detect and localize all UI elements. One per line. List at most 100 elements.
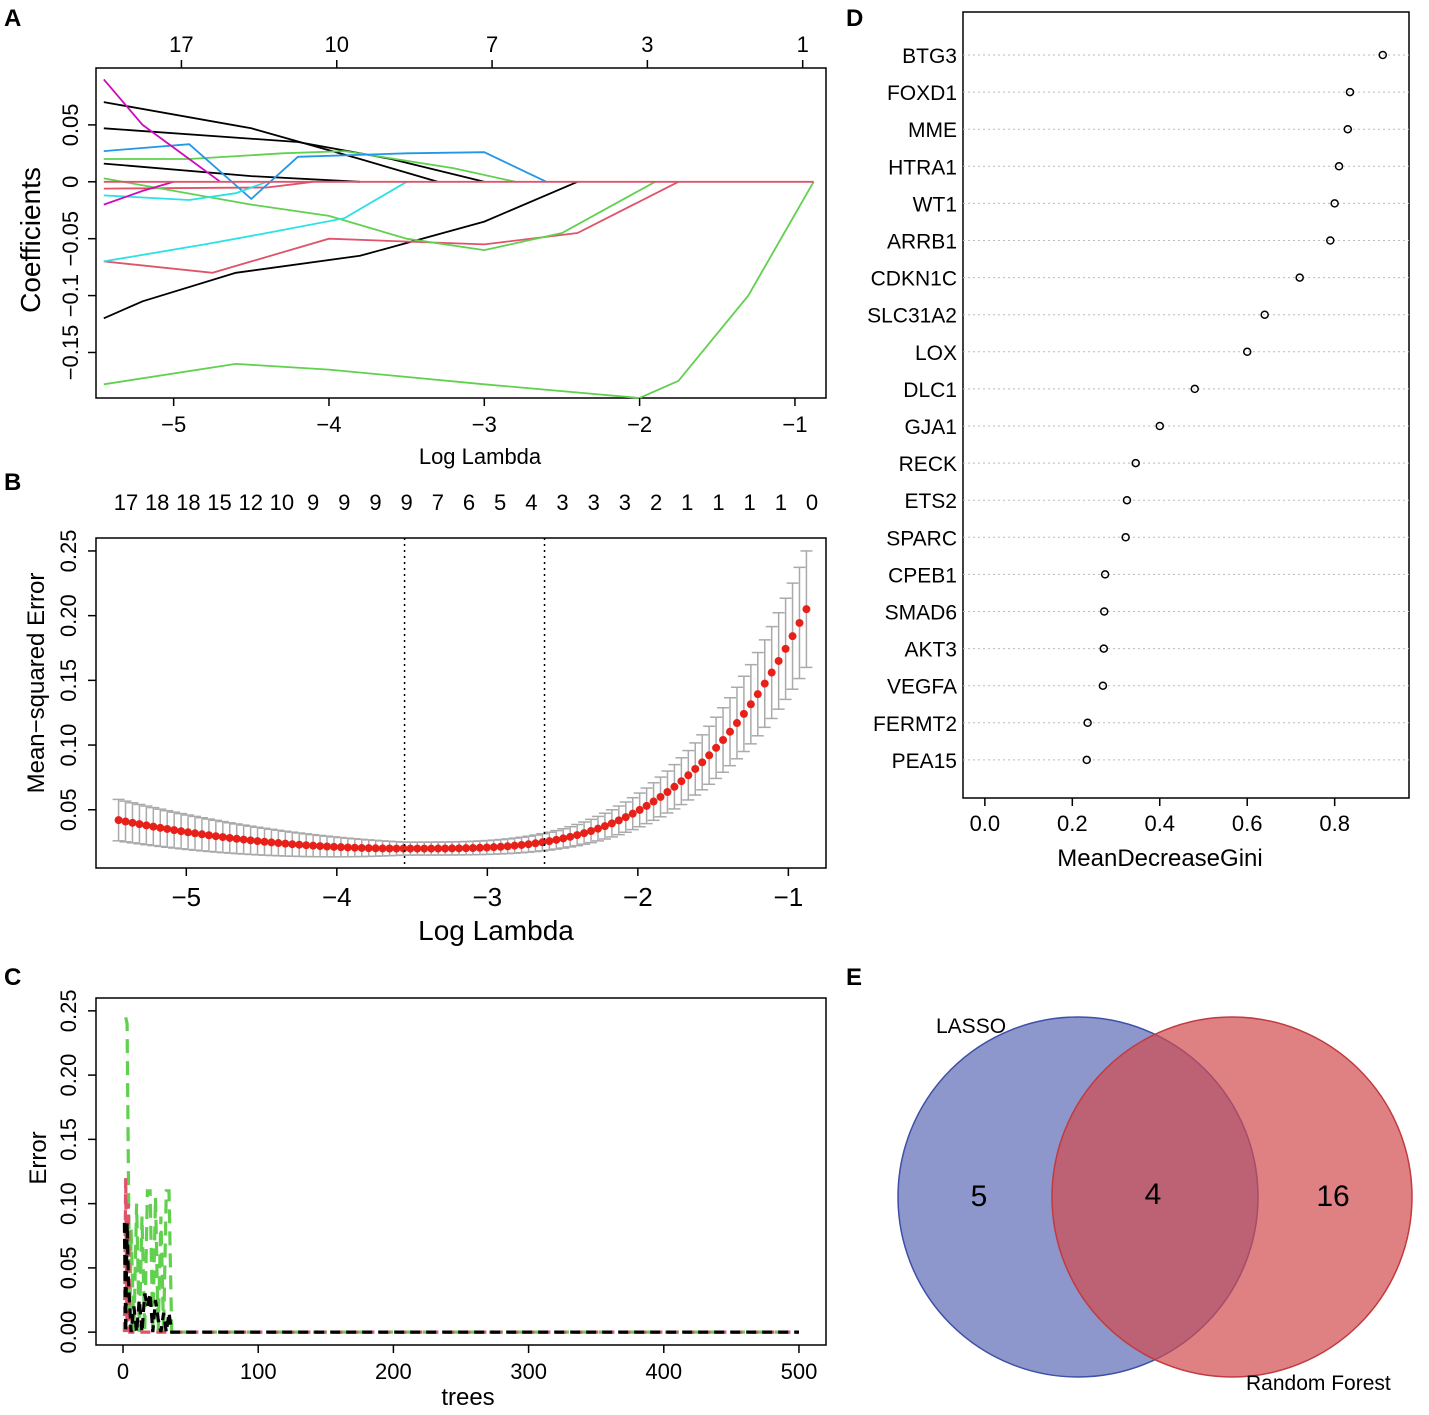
- panel-c-frame: [95, 997, 827, 1346]
- panel-b-top-label: 18: [176, 490, 200, 515]
- panel-b-mse-point: [482, 843, 491, 852]
- panel-a-series-line-5: [103, 180, 679, 274]
- panel-a-top-tick-label: 7: [486, 32, 498, 57]
- panel-b-mse-point: [607, 819, 616, 828]
- panel-b-mse-point: [142, 821, 151, 830]
- panel-a-y-tick-label: −0.1: [58, 274, 83, 317]
- panel-b-mse-point: [698, 758, 707, 767]
- panel-b-y-title: Mean−squared Error: [23, 573, 50, 794]
- panel-c-y-title: Error: [25, 1131, 52, 1184]
- panel-label-e: E: [846, 964, 862, 991]
- panel-a-top-tick-label: 10: [325, 32, 349, 57]
- panel-d-point: [1082, 755, 1091, 765]
- panel-b-mse-point: [114, 816, 123, 825]
- panel-b-mse-point: [378, 844, 387, 853]
- panel-d-point: [1330, 199, 1339, 208]
- panel-b-mse-point: [552, 835, 561, 844]
- panel-b-top-label: 2: [650, 490, 662, 515]
- venn-circle-random-forest: [1051, 1016, 1413, 1378]
- panel-b-mse-point: [128, 818, 137, 827]
- panel-a-series-line-3: [103, 162, 361, 183]
- panel-b-mse-point: [656, 792, 665, 801]
- panel-b-cv-error: −5 −4 −3 −2 −117 18 18 15 12 10 9 9 9 9 7 6 5 4 3 3 3 2 1 1 1 1 00…: [23, 490, 827, 946]
- panel-b-mse-point: [441, 844, 450, 853]
- panel-b-mse-point: [302, 841, 311, 850]
- panel-d-point: [1242, 347, 1252, 357]
- panel-b-mse-point: [573, 831, 582, 840]
- panel-b-top-label: 0: [806, 490, 818, 515]
- panel-a-top-tick-label: 17: [169, 32, 193, 57]
- panel-a-y-tick-label: 0: [58, 176, 83, 188]
- panel-b-mse-point: [788, 632, 797, 641]
- panel-c-x-tick-label: 200: [375, 1359, 412, 1384]
- panel-d-gene-label: GJA1: [904, 416, 957, 439]
- panel-b-mse-point: [593, 824, 602, 833]
- panel-d-point: [1083, 718, 1092, 728]
- panel-b-x-tick-label: −4: [322, 882, 352, 912]
- panel-b-mse-point: [177, 827, 186, 836]
- panel-a-x-title: Log Lambda: [419, 444, 542, 469]
- panel-b-x-tick-label: −1: [774, 882, 804, 912]
- panel-c-series-class1: [122, 1177, 799, 1334]
- panel-b-mse-point: [621, 813, 630, 822]
- panel-c-x-tick-label: 0: [117, 1359, 129, 1384]
- panel-b-mse-point: [232, 834, 241, 843]
- panel-b-top-label: 9: [369, 490, 381, 515]
- panel-b-top-label: 18: [145, 490, 169, 515]
- panel-b-mse-point: [329, 842, 338, 851]
- panel-d-gene-label: ETS2: [904, 490, 957, 513]
- panel-d-x-tick-label: 0.2: [1057, 811, 1088, 836]
- panel-d-point: [1122, 495, 1132, 505]
- panel-b-mse-point: [635, 805, 644, 814]
- panel-b-mse-point: [427, 844, 436, 853]
- panel-b-mse-point: [246, 836, 255, 845]
- panel-b-mse-point: [739, 709, 748, 718]
- panel-c-x-tick-label: 100: [240, 1359, 277, 1384]
- panel-c-y-tick-label: 0.20: [56, 1054, 81, 1097]
- panel-b-mse-point: [767, 668, 776, 677]
- panel-d-point: [1334, 162, 1344, 171]
- panel-b-top-label: 1: [744, 490, 756, 515]
- panel-b-mse-point: [663, 788, 672, 797]
- panel-b-x-tick-label: −2: [623, 882, 653, 912]
- panel-a-top-tick-label: 1: [797, 32, 809, 57]
- panel-b-mse-point: [719, 735, 728, 744]
- panel-b-mse-point: [371, 844, 380, 853]
- panel-b-mse-point: [455, 844, 464, 853]
- panel-a-coefficient-paths: −5 −4 −3 −2 −1 17 10 7 3 1 0.05 0 −0.05 −0.1 −0.15 Log…: [15, 32, 827, 469]
- panel-d-point: [1098, 681, 1108, 690]
- panel-b-mse-point: [760, 679, 769, 688]
- panel-b-top-label: 10: [270, 490, 294, 515]
- panel-d-point: [1260, 310, 1269, 319]
- panel-b-mse-point: [781, 644, 790, 653]
- panel-b-top-label: 17: [114, 490, 138, 515]
- panel-b-mse-point: [156, 823, 165, 832]
- panel-b-x-tick-label: −5: [171, 882, 201, 912]
- panel-c-y-tick-label: 0.25: [56, 989, 81, 1032]
- panel-b-mse-point: [350, 843, 359, 852]
- panel-d-x-tick-label: 0.0: [970, 811, 1001, 836]
- panel-d-marks: BTG3 FOXD1 MME HTRA1 WT1 ARRB1 CDKN1C SLC31A2 LO…: [867, 45, 1409, 773]
- panel-b-frame: [95, 537, 827, 869]
- panel-c-series: [122, 1016, 799, 1334]
- panel-b-top-label: 15: [207, 490, 231, 515]
- venn-label-lasso: LASSO: [936, 1015, 1006, 1038]
- panel-b-mse-point: [343, 843, 352, 852]
- panel-b-mse-point: [489, 843, 498, 852]
- panel-d-point: [1121, 533, 1130, 542]
- panel-d-point: [1326, 236, 1335, 245]
- panel-b-top-label: 3: [619, 490, 631, 515]
- panel-b-mse-point: [281, 839, 290, 848]
- panel-d-point: [1155, 421, 1165, 431]
- panel-c-y-tick-label: 0.15: [56, 1118, 81, 1161]
- panel-b-mse-point: [385, 844, 394, 853]
- panel-a-series: [103, 78, 815, 399]
- panel-b-top-label: 1: [681, 490, 693, 515]
- panel-a-series-line-4: [103, 180, 578, 320]
- panel-b-mse-point: [580, 829, 589, 838]
- panel-b-mse-point: [566, 832, 575, 841]
- panel-b-mse-point: [531, 839, 540, 848]
- panel-a-series-line-12: [103, 180, 268, 201]
- panel-a-series-line-9: [103, 181, 815, 399]
- panel-b-y-tick-label: 0.15: [56, 659, 81, 702]
